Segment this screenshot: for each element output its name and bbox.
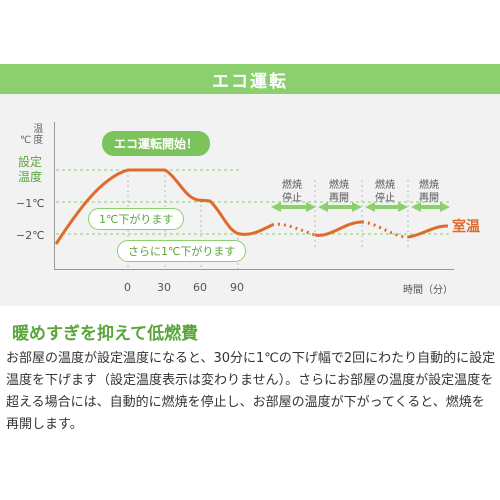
section-paragraph: お部屋の温度が設定温度になると、30分に1℃の下げ幅で2回にわたり自動的に設定温…: [6, 351, 496, 432]
y-unit-text: 温度: [33, 124, 44, 146]
phase-resume-1: 燃焼 再開: [322, 179, 356, 205]
chart-panel: [0, 94, 500, 306]
section-heading: 暖めすぎを抑えて低燃費: [12, 324, 199, 344]
eco-start-bubble: エコ運転開始！: [102, 131, 211, 156]
room-temp-curve-end: [407, 224, 449, 239]
y-tick-minus1: −1℃: [16, 197, 45, 210]
room-temp-curve-dotted-2: [361, 220, 409, 239]
down-another-1c-pill: さらに1℃下がります: [117, 240, 247, 262]
x-tick-30: 30: [157, 281, 171, 294]
room-temp-label: 室温: [452, 219, 480, 235]
phase-4-line-1: 燃焼: [419, 180, 439, 191]
x-tick-90: 90: [230, 281, 244, 294]
phase-resume-2: 燃焼 再開: [412, 179, 446, 205]
eco-mode-header: エコ運転: [0, 64, 500, 94]
y-unit-label: ℃温度: [20, 124, 44, 146]
y-unit-symbol: ℃: [20, 135, 32, 146]
phase-arrow-4: [411, 202, 450, 212]
phase-2-line-1: 燃焼: [329, 180, 349, 191]
phase-4-line-2: 再開: [419, 193, 439, 204]
y-tick-minus2: −2℃: [16, 229, 45, 242]
phase-arrow-1: [271, 202, 316, 212]
phase-arrows: [271, 202, 450, 212]
set-temp-line-2: 温度: [18, 170, 43, 184]
x-unit-label: 時間（分）: [403, 285, 453, 296]
phase-stop-2: 燃焼 停止: [368, 179, 402, 205]
room-temp-curve-dotted: [271, 222, 316, 237]
set-temp-line-1: 設定: [18, 155, 43, 169]
phase-arrow-2: [318, 202, 362, 212]
vertical-time-lines: [127, 170, 239, 269]
header-title: エコ運転: [212, 71, 288, 92]
phase-arrow-3: [365, 202, 408, 212]
x-tick-60: 60: [193, 281, 207, 294]
phase-1-line-1: 燃焼: [282, 180, 302, 191]
down-1c-pill: 1℃下がります: [88, 208, 185, 230]
y-axis: [54, 122, 55, 270]
set-temp-label: 設定 温度: [18, 155, 42, 185]
room-temp-curve-wave: [314, 220, 363, 237]
phase-3-line-1: 燃焼: [375, 180, 395, 191]
phase-2-line-2: 再開: [329, 193, 349, 204]
phase-stop-1: 燃焼 停止: [275, 179, 309, 205]
phase-1-line-2: 停止: [282, 193, 302, 204]
x-axis: [54, 269, 454, 270]
phase-dividers: [314, 180, 409, 250]
x-tick-0: 0: [124, 281, 131, 294]
room-temp-curve-solid: [54, 168, 273, 245]
phase-3-line-2: 停止: [375, 193, 395, 204]
